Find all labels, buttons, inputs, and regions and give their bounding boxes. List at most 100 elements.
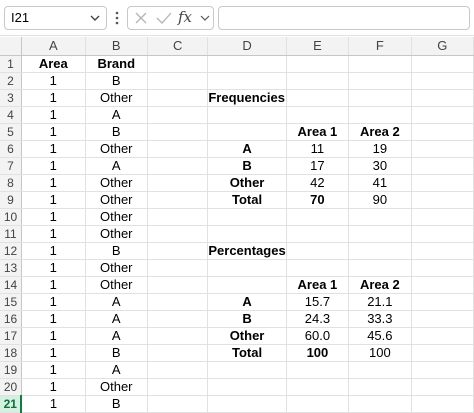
- cell-b[interactable]: A: [85, 310, 148, 328]
- enter-check-icon[interactable]: [156, 11, 172, 25]
- cell-d[interactable]: [207, 72, 287, 90]
- cell-g[interactable]: [411, 89, 474, 107]
- row-header[interactable]: 1: [0, 55, 22, 73]
- cell-d[interactable]: [207, 259, 287, 277]
- chevron-down-icon[interactable]: [89, 13, 101, 23]
- cell-e[interactable]: [286, 106, 350, 124]
- cell-c[interactable]: [147, 174, 209, 192]
- row-header[interactable]: 20: [0, 378, 22, 396]
- cell-a[interactable]: 1: [21, 378, 86, 396]
- cell-b[interactable]: Other: [85, 276, 148, 294]
- cell-d[interactable]: [207, 106, 287, 124]
- row-header[interactable]: 3: [0, 89, 22, 107]
- row-header[interactable]: 13: [0, 259, 22, 277]
- cell-a[interactable]: 1: [21, 140, 86, 158]
- cell-g[interactable]: [411, 191, 474, 209]
- cell-e[interactable]: [286, 361, 350, 379]
- cell-a[interactable]: 1: [21, 208, 86, 226]
- cell-a[interactable]: 1: [21, 242, 86, 260]
- formula-input[interactable]: [218, 6, 470, 30]
- cell-a[interactable]: 1: [21, 174, 86, 192]
- row-header[interactable]: 16: [0, 310, 22, 328]
- cell-e[interactable]: [286, 378, 350, 396]
- cell-b[interactable]: A: [85, 157, 148, 175]
- row-header[interactable]: 8: [0, 174, 22, 192]
- cell-e[interactable]: 60.0: [286, 327, 350, 345]
- more-options-icon[interactable]: [111, 8, 123, 28]
- cell-c[interactable]: [147, 225, 209, 243]
- cell-a[interactable]: 1: [21, 72, 86, 90]
- cell-e[interactable]: 42: [286, 174, 350, 192]
- cell-f[interactable]: [348, 395, 412, 413]
- cell-d[interactable]: [207, 378, 287, 396]
- cell-g[interactable]: [411, 276, 474, 294]
- cell-d[interactable]: Other: [207, 327, 287, 345]
- select-all-corner[interactable]: [0, 37, 22, 56]
- cell-e[interactable]: [286, 72, 350, 90]
- cell-e[interactable]: [286, 208, 350, 226]
- cell-f[interactable]: [348, 55, 412, 73]
- cell-c[interactable]: [147, 89, 209, 107]
- name-box[interactable]: I21: [4, 6, 107, 30]
- cell-d[interactable]: Other: [207, 174, 287, 192]
- column-header-b[interactable]: B: [85, 37, 148, 56]
- cell-a[interactable]: Area: [21, 55, 86, 73]
- column-header-g[interactable]: G: [411, 37, 474, 56]
- row-header[interactable]: 21: [0, 395, 23, 413]
- cell-b[interactable]: B: [85, 344, 148, 362]
- cell-c[interactable]: [147, 310, 209, 328]
- cell-a[interactable]: 1: [21, 293, 86, 311]
- cell-f[interactable]: 33.3: [348, 310, 412, 328]
- cell-b[interactable]: A: [85, 327, 148, 345]
- cell-b[interactable]: Other: [85, 208, 148, 226]
- cell-d[interactable]: [207, 361, 287, 379]
- cell-c[interactable]: [147, 55, 209, 73]
- cell-e[interactable]: [286, 395, 350, 413]
- cell-d[interactable]: Total: [207, 191, 287, 209]
- cell-f[interactable]: [348, 72, 412, 90]
- cell-c[interactable]: [147, 242, 209, 260]
- cell-d[interactable]: Total: [207, 344, 287, 362]
- cell-c[interactable]: [147, 395, 209, 413]
- cell-g[interactable]: [411, 123, 474, 141]
- cell-c[interactable]: [147, 259, 209, 277]
- cell-g[interactable]: [411, 140, 474, 158]
- cell-d[interactable]: [207, 123, 287, 141]
- cell-f[interactable]: [348, 259, 412, 277]
- cell-a[interactable]: 1: [21, 123, 86, 141]
- row-header[interactable]: 9: [0, 191, 22, 209]
- cell-g[interactable]: [411, 55, 474, 73]
- cell-a[interactable]: 1: [21, 89, 86, 107]
- cell-c[interactable]: [147, 140, 209, 158]
- row-header[interactable]: 12: [0, 242, 22, 260]
- cell-b[interactable]: B: [85, 242, 148, 260]
- cell-c[interactable]: [147, 72, 209, 90]
- cell-d[interactable]: [207, 395, 287, 413]
- cell-g[interactable]: [411, 157, 474, 175]
- cell-b[interactable]: B: [85, 395, 148, 413]
- row-header[interactable]: 17: [0, 327, 22, 345]
- column-header-e[interactable]: E: [286, 37, 350, 56]
- cell-b[interactable]: Other: [85, 225, 148, 243]
- cell-c[interactable]: [147, 276, 209, 294]
- cell-a[interactable]: 1: [21, 344, 86, 362]
- cell-c[interactable]: [147, 157, 209, 175]
- cell-f[interactable]: 90: [348, 191, 412, 209]
- row-header[interactable]: 10: [0, 208, 22, 226]
- row-header[interactable]: 14: [0, 276, 22, 294]
- row-header[interactable]: 19: [0, 361, 22, 379]
- cell-d[interactable]: Percentages: [207, 242, 287, 260]
- cell-f[interactable]: [348, 106, 412, 124]
- cell-b[interactable]: Other: [85, 140, 148, 158]
- cell-f[interactable]: 41: [348, 174, 412, 192]
- cell-g[interactable]: [411, 208, 474, 226]
- cell-b[interactable]: A: [85, 361, 148, 379]
- cell-c[interactable]: [147, 191, 209, 209]
- cell-f[interactable]: 21.1: [348, 293, 412, 311]
- cell-g[interactable]: [411, 293, 474, 311]
- cell-e[interactable]: Area 1: [286, 276, 350, 294]
- column-header-d[interactable]: D: [207, 37, 287, 56]
- cell-g[interactable]: [411, 174, 474, 192]
- cell-f[interactable]: Area 2: [348, 276, 412, 294]
- cell-a[interactable]: 1: [21, 191, 86, 209]
